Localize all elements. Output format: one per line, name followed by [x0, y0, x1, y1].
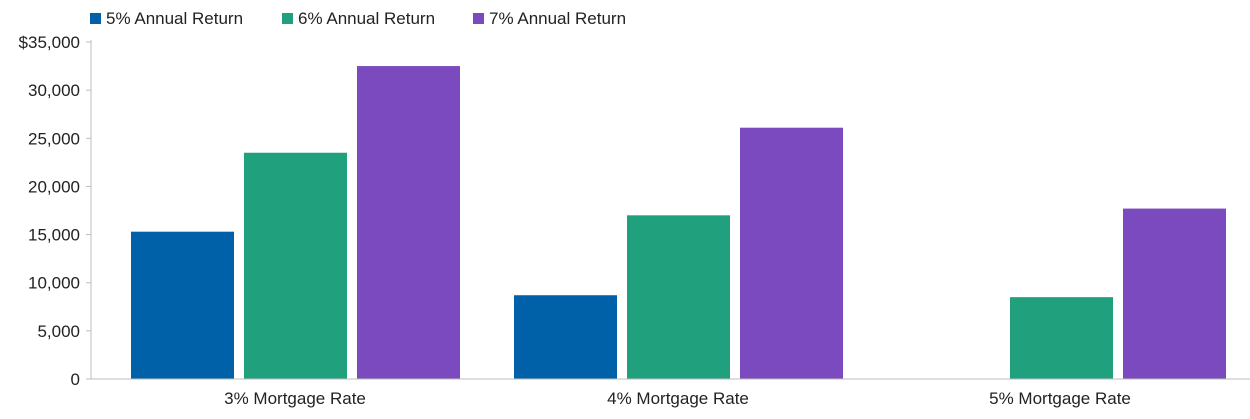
x-axis: 3% Mortgage Rate 4% Mortgage Rate 5% Mortg…	[224, 389, 1131, 408]
bar-1-2	[514, 295, 617, 379]
bar-2-3	[1010, 297, 1113, 379]
bar-3-1	[357, 66, 460, 380]
bar-3-3	[1123, 208, 1226, 379]
bars-group	[131, 66, 1226, 380]
bar-2-2	[627, 215, 730, 379]
y-tick-label: 25,000	[28, 129, 80, 148]
y-tick-label: $35,000	[19, 33, 80, 52]
legend-swatch	[90, 13, 101, 24]
legend-item: 5% Annual Return	[90, 9, 243, 28]
y-tick-label: 5,000	[37, 322, 80, 341]
bar-2-1	[244, 152, 347, 379]
chart-legend: 5% Annual Return 6% Annual Return 7% Annua…	[90, 9, 626, 28]
y-tick-label: 0	[71, 370, 80, 389]
bar-1-1	[131, 231, 234, 379]
legend-label: 7% Annual Return	[489, 9, 626, 28]
legend-label: 6% Annual Return	[298, 9, 435, 28]
y-tick-label: 10,000	[28, 274, 80, 293]
legend-item: 6% Annual Return	[282, 9, 435, 28]
y-axis: 0 5,000 10,000 15,000 20,000 25,000 30,000 $35,…	[19, 33, 92, 389]
y-tick-label: 20,000	[28, 177, 80, 196]
legend-swatch	[473, 13, 484, 24]
x-category-label: 4% Mortgage Rate	[607, 389, 749, 408]
y-tick-label: 30,000	[28, 81, 80, 100]
legend-swatch	[282, 13, 293, 24]
x-category-label: 3% Mortgage Rate	[224, 389, 366, 408]
legend-label: 5% Annual Return	[106, 9, 243, 28]
y-tick-label: 15,000	[28, 226, 80, 245]
legend-item: 7% Annual Return	[473, 9, 626, 28]
x-category-label: 5% Mortgage Rate	[989, 389, 1131, 408]
bar-3-2	[740, 127, 843, 380]
